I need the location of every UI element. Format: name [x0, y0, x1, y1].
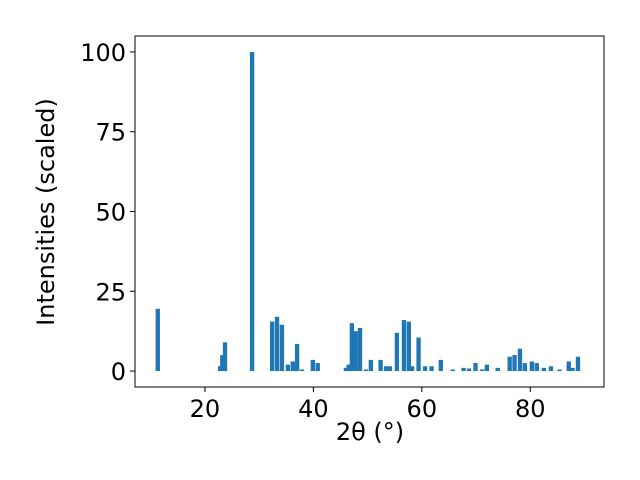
bar: [570, 367, 575, 372]
bar: [517, 348, 523, 372]
bar: [279, 324, 285, 372]
bar: [394, 332, 400, 372]
bar: [409, 366, 415, 372]
bar: [541, 367, 546, 372]
x-tick-label: 20: [190, 395, 221, 423]
y-tick-label: 100: [80, 39, 126, 67]
bar: [507, 356, 512, 372]
bar: [401, 319, 407, 372]
bar: [522, 363, 528, 372]
bar: [155, 308, 160, 372]
bar: [566, 361, 571, 372]
bar: [290, 361, 295, 372]
bar: [346, 364, 351, 372]
bar: [299, 369, 305, 372]
bar: [534, 363, 539, 372]
bar: [406, 321, 411, 372]
bar: [450, 369, 455, 372]
bar: [349, 323, 355, 372]
bar: [383, 366, 389, 372]
bar: [353, 331, 358, 372]
bar: [249, 51, 255, 372]
x-tick-label: 80: [515, 395, 546, 423]
bar: [222, 342, 228, 372]
x-tick-label: 40: [298, 395, 329, 423]
bar: [416, 337, 421, 372]
plot-frame: [134, 35, 605, 388]
bar: [438, 359, 443, 372]
bar: [217, 366, 223, 372]
bar: [270, 321, 275, 372]
bar: [557, 369, 562, 372]
bar: [473, 363, 478, 372]
bar: [429, 366, 434, 372]
bar: [484, 364, 490, 372]
x-tick-label: 60: [407, 395, 438, 423]
bar: [422, 366, 428, 372]
bar: [315, 363, 320, 372]
bar: [274, 316, 280, 372]
y-tick-label: 25: [95, 278, 126, 306]
bar: [378, 359, 383, 372]
bar: [220, 355, 225, 372]
y-tick-label: 75: [95, 119, 126, 147]
bar: [343, 367, 349, 372]
bar: [310, 359, 316, 372]
bar: [466, 368, 472, 372]
bar: [512, 355, 517, 372]
bar: [285, 364, 291, 372]
x-axis-label: 2θ (°): [336, 418, 404, 446]
y-tick-label: 50: [95, 199, 126, 227]
bar: [529, 361, 535, 372]
bar: [495, 367, 500, 372]
bar: [575, 356, 581, 372]
bar: [368, 359, 374, 372]
bar: [294, 343, 300, 372]
bar: [387, 366, 393, 372]
bar: [479, 369, 485, 372]
bar: [461, 367, 466, 372]
y-tick-label: 0: [111, 358, 126, 386]
y-axis-label: Intensities (scaled): [32, 98, 60, 326]
bar: [548, 366, 554, 372]
bar: [363, 369, 369, 372]
bar: [357, 327, 363, 372]
